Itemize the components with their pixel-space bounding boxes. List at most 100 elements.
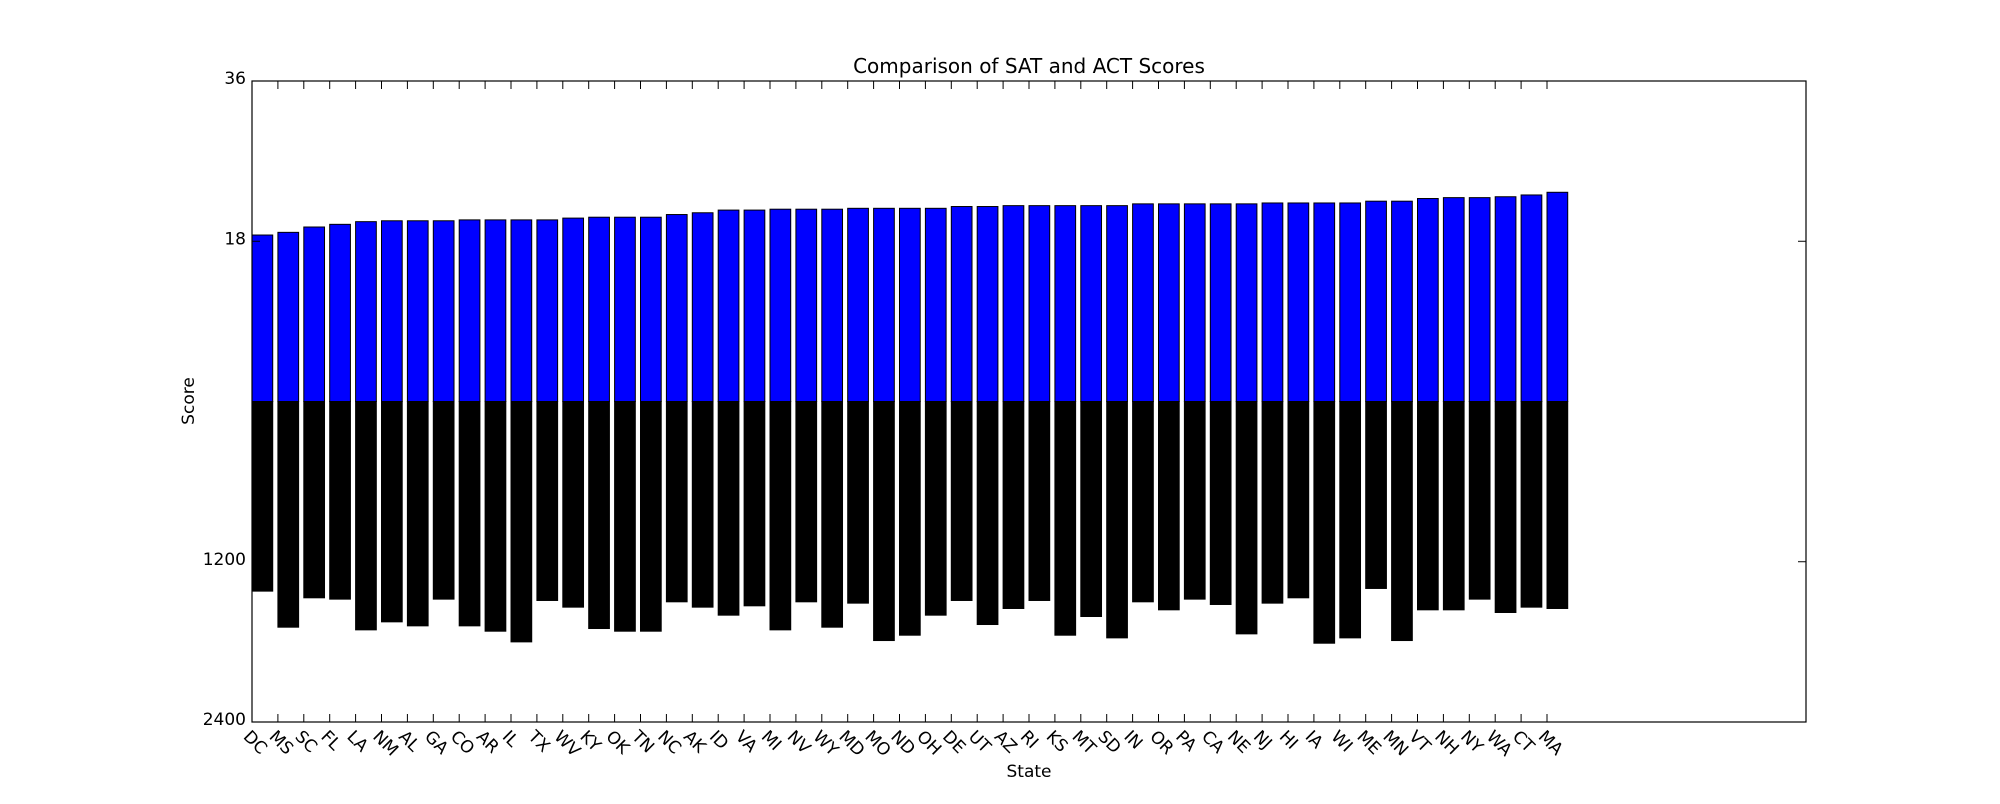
bar — [1339, 202, 1362, 402]
bar — [1520, 194, 1543, 402]
bar — [1209, 203, 1232, 402]
bar — [1365, 401, 1387, 589]
bar — [1002, 205, 1025, 402]
chart-title: Comparison of SAT and ACT Scores — [853, 54, 1205, 78]
bar — [588, 401, 610, 630]
x-tick-label: ME — [1353, 727, 1385, 759]
x-tick-label: OK — [602, 727, 634, 759]
bar — [1183, 401, 1206, 600]
bar — [821, 208, 844, 402]
bar — [1261, 202, 1284, 402]
bar — [614, 216, 636, 402]
y-tick-label: 18 — [224, 229, 246, 249]
y-tick-label: 1200 — [203, 550, 246, 570]
bar — [510, 401, 533, 643]
bar — [1080, 205, 1103, 402]
x-tick-label: WI — [1327, 727, 1357, 757]
bar — [432, 220, 455, 402]
bar — [1494, 401, 1517, 613]
bar — [1158, 203, 1180, 402]
bar — [1313, 202, 1336, 402]
x-tick-label: IN — [1120, 727, 1147, 754]
x-tick-label: MA — [1534, 727, 1567, 760]
x-tick-label: MT — [1068, 727, 1100, 759]
bar — [1106, 401, 1128, 639]
x-tick-label: IL — [498, 727, 523, 752]
bar — [1468, 197, 1491, 402]
bar — [665, 214, 688, 402]
bar — [1209, 401, 1232, 605]
x-tick-label: ID — [705, 727, 732, 754]
bar — [1158, 401, 1180, 611]
bar — [536, 401, 559, 601]
bar — [355, 221, 377, 402]
bar — [640, 216, 662, 402]
bar — [1546, 401, 1569, 609]
bar — [899, 207, 921, 402]
bar — [1132, 203, 1154, 402]
bar — [717, 401, 740, 616]
bar — [976, 401, 999, 626]
x-tick-label: TX — [523, 726, 554, 757]
bar — [1365, 200, 1387, 402]
bar — [458, 219, 481, 402]
x-tick-label: MS — [265, 727, 297, 759]
bar — [1520, 401, 1543, 608]
x-tick-label: PA — [1171, 727, 1200, 756]
bar — [847, 401, 869, 604]
x-tick-label: VT — [1404, 727, 1434, 757]
x-tick-label: OR — [1145, 727, 1177, 759]
x-tick-label: HI — [1275, 727, 1302, 754]
bar — [640, 401, 662, 632]
bar — [1054, 401, 1077, 636]
bar — [691, 401, 714, 608]
x-tick-label: IA — [1301, 727, 1327, 753]
bar — [1468, 401, 1491, 600]
bar — [821, 401, 844, 628]
x-tick-label: NV — [783, 727, 815, 759]
x-tick-label: CT — [1508, 727, 1538, 757]
bar — [1287, 202, 1310, 402]
bar — [1442, 401, 1465, 611]
bar — [1391, 200, 1413, 402]
bar — [1417, 401, 1439, 611]
bar — [458, 401, 481, 627]
x-tick-label: VA — [731, 727, 761, 757]
bar — [1235, 203, 1258, 402]
x-tick-label: RI — [1016, 727, 1042, 753]
bar — [743, 401, 766, 607]
bar — [562, 401, 585, 608]
x-tick-label: NH — [1430, 727, 1462, 759]
bar — [484, 401, 507, 632]
x-tick-label: AR — [472, 727, 503, 758]
x-tick-label: NM — [368, 727, 402, 761]
bar — [1028, 401, 1051, 601]
bar — [1080, 401, 1103, 618]
x-tick-label: NE — [1223, 727, 1254, 758]
x-tick-label: KS — [1042, 727, 1072, 757]
x-tick-label: NC — [653, 727, 685, 759]
x-tick-label: MI — [757, 727, 785, 755]
bar — [1028, 205, 1051, 402]
bar — [1391, 401, 1413, 642]
bar — [588, 216, 610, 402]
bar — [329, 223, 351, 402]
bar — [950, 206, 973, 402]
bar — [950, 401, 973, 601]
bar — [277, 231, 300, 402]
bar — [691, 212, 714, 402]
bar — [717, 209, 740, 402]
bar — [924, 401, 947, 616]
x-tick-label: OH — [912, 727, 945, 760]
x-axis-label: State — [1007, 762, 1052, 782]
bar — [1054, 205, 1077, 402]
bar — [899, 401, 921, 636]
x-tick-label: DE — [938, 727, 969, 758]
x-tick-label: TN — [627, 726, 658, 757]
bar — [1339, 401, 1362, 639]
bar — [303, 226, 326, 402]
bar — [1313, 401, 1336, 644]
bar — [432, 401, 455, 600]
x-tick-label: DC — [239, 727, 271, 759]
